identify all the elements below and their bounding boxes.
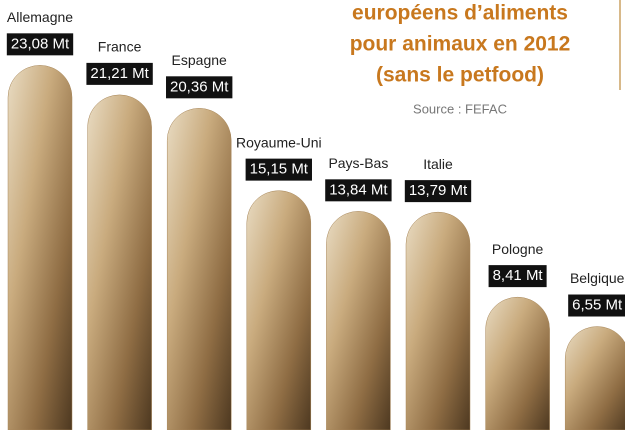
page: Source : FEFAC européens d’aliments pour … bbox=[0, 0, 625, 430]
chart-title: pour animaux en 2012 bbox=[350, 33, 571, 56]
bar bbox=[167, 108, 231, 430]
value-label: 23,08 Mt bbox=[11, 35, 70, 52]
chart: Source : FEFAC européens d’aliments pour … bbox=[0, 0, 625, 430]
value-label: 6,55 Mt bbox=[572, 296, 623, 313]
category-label: Pologne bbox=[492, 241, 544, 257]
value-label: 21,21 Mt bbox=[90, 65, 149, 82]
value-label: 20,36 Mt bbox=[170, 78, 229, 95]
category-label: Espagne bbox=[172, 52, 227, 68]
value-label: 15,15 Mt bbox=[250, 161, 309, 178]
value-label: 13,79 Mt bbox=[409, 182, 468, 199]
bar bbox=[247, 191, 311, 430]
value-label: 8,41 Mt bbox=[493, 267, 544, 284]
category-label: Pays-Bas bbox=[328, 155, 388, 171]
bar bbox=[326, 211, 390, 430]
category-label: Royaume-Uni bbox=[236, 134, 322, 150]
chart-title: (sans le petfood) bbox=[376, 64, 544, 87]
chart-title: européens d’aliments bbox=[352, 2, 568, 25]
bar bbox=[88, 95, 152, 430]
category-label: Allemagne bbox=[7, 9, 73, 25]
source: Source : FEFAC bbox=[413, 101, 507, 116]
category-label: Belgique bbox=[570, 270, 625, 286]
bar bbox=[406, 212, 470, 430]
bar bbox=[486, 297, 550, 430]
category-label: France bbox=[98, 39, 142, 55]
bar bbox=[8, 65, 72, 430]
category-label: Italie bbox=[423, 156, 453, 172]
value-label: 13,84 Mt bbox=[329, 181, 388, 198]
bar bbox=[565, 327, 625, 430]
